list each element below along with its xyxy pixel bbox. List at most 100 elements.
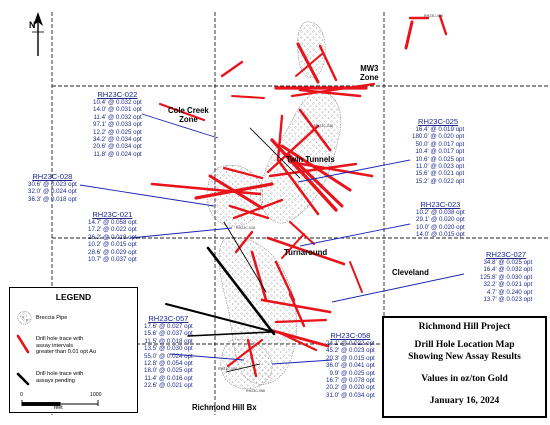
assay-interval: 17.2' @ 0.022 opt [88,226,137,234]
scale-label-unit: feet [54,405,63,411]
legend-breccia-label: Breccia Pipe [36,315,68,321]
assay-interval: 14.0' @ 0.015 opt [416,231,465,239]
assay-interval: 32.2' @ 0.021 opt [483,281,533,289]
hole-label-rh23c-036: RH23C-036 [314,124,333,128]
drill-traces-assayed [150,14,448,378]
map-subtitle-line-2: Showing New Assay Results [408,352,521,362]
callout-hole-id: RH23C-025 [418,117,459,126]
scale-label-zero: 0 [20,392,23,398]
assay-interval: 11.8' @ 0.024 opt [93,150,142,158]
assay-interval: 12.8' @ 0.054 opt [144,360,193,368]
callout-pointers [79,113,465,365]
assay-interval: 18.0' @ 0.025 opt [144,367,193,375]
assay-interval: 34.8' @ 0.025 opt [483,259,533,266]
callout-rh23c-022: RH23C-022 10.4' @ 0.032 opt 14.0' @ 0.03… [93,90,142,158]
assay-interval: 10.7' @ 0.037 opt [88,256,137,264]
assay-interval: 14.0' @ 0.031 opt [93,106,142,114]
legend-title: LEGEND [55,292,92,302]
assay-interval: 22.6' @ 0.021 opt [144,382,193,390]
hole-label-rh23c-056: RH23C-056 [246,389,265,393]
assay-interval: 9.9' @ 0.025 opt [329,369,375,377]
hole-label-rh23c-059: RH23C-059 [424,14,443,18]
assay-interval: 10.2' @ 0.015 opt [88,241,137,249]
breccia-pipe-richmond-hill [220,338,273,390]
zone-label-richmond-hill-bx: Richmond Hill Bx [192,403,257,412]
assay-interval: 20.6' @ 0.034 opt [93,143,142,151]
north-letter: N [29,20,36,30]
callout-rh23c-057: RH23C-057 17.6' @ 0.027 opt 15.6' @ 0.03… [144,314,193,390]
zone-label-cleveland: Cleveland [392,268,429,277]
north-arrow-icon [32,12,44,56]
map-subtitle-line-1: Drill Hole Location Map [414,340,515,350]
callout-rh23c-023: RH23C-023 10.2' @ 0.038 opt 29.1' @ 0.02… [416,200,465,239]
assay-interval: 15.2' @ 0.022 opt [415,177,465,185]
assay-interval: 10.4' @ 0.017 opt [415,148,465,156]
callout-rh23c-058: RH23C-058 24.1' @ 0.022 opt 45.2' @ 0.02… [326,331,375,399]
assay-interval: 24.1' @ 0.022 opt [326,340,375,347]
assay-interval: 15.6' @ 0.037 opt [144,330,193,338]
hole-label-rh23c-018: RH23C-018 [236,226,255,230]
hole-label-rh23c-054: RH23C-054 [218,367,237,371]
assay-interval: 28.6' @ 0.029 opt [88,248,137,256]
assay-interval: 180.0' @ 0.020 opt [412,133,465,141]
assay-interval: 50.0' @ 0.017 opt [415,140,465,148]
assay-interval: 36.0' @ 0.041 opt [326,362,375,370]
assay-interval: 4.7' @ 0.240 opt [486,288,533,296]
assay-interval: 15.6' @ 0.021 opt [415,170,465,178]
map-date: January 16, 2024 [429,396,500,406]
title-block: Richmond Hill Project Drill Hole Locatio… [382,316,547,418]
callout-hole-id: RH23C-028 [32,172,73,181]
callout-rh23c-028: RH23C-028 30.6' @ 0.023 opt 32.0' @ 0.02… [28,172,77,203]
callout-hole-id: RH23C-021 [92,210,133,219]
assay-interval: 31.0' @ 0.034 opt [326,391,375,399]
zone-label-mw3: MW3 Zone [360,64,379,82]
assay-interval: 10.2' @ 0.038 opt [416,209,465,216]
assay-interval: 12.2' @ 0.025 opt [93,128,142,136]
project-title: Richmond Hill Project [418,322,511,332]
assay-trace-icon [16,334,30,354]
assay-interval: 32.0' @ 0.024 opt [28,188,77,196]
pending-trace-icon [16,372,30,386]
legend: LEGEND Breccia Pipe Drill hole trac [9,287,138,413]
callout-hole-id: RH23C-058 [330,331,371,340]
assay-interval: 10.4' @ 0.032 opt [93,99,142,106]
callout-rh23c-027: RH23C-027 34.8' @ 0.025 opt 16.4' @ 0.03… [480,250,532,303]
assay-interval: 16.7' @ 0.078 opt [326,377,375,385]
zone-label-twin-tunnels: Twin Tunnels [286,155,335,164]
scale-bar [21,400,99,406]
drill-traces-pending [165,127,301,373]
assay-interval: 34.2' @ 0.034 opt [93,136,142,144]
legend-assay-trace-label: Drill hole trace with assay intervals gr… [36,336,97,356]
assay-interval: 11.0' @ 0.023 opt [415,163,465,171]
assay-interval: 13.5' @ 0.030 opt [144,345,193,353]
assay-interval: 11.4' @ 0.016 opt [144,374,193,382]
callout-hole-id: RH23C-022 [97,90,138,99]
breccia-pipe-icon [17,311,32,325]
assay-interval: 55.0' @ 0.024 opt [144,352,193,360]
assay-interval: 11.4' @ 0.032 opt [93,113,142,121]
callout-hole-id: RH23C-027 [486,250,527,259]
assay-interval: 26.2' @ 0.018 opt [88,233,137,241]
legend-pending-trace-label: Drill hole trace with assays pending [36,371,84,384]
assay-interval: 16.4' @ 0.032 opt [483,266,533,274]
assay-interval: 29.1' @ 0.020 opt [416,216,465,224]
callout-rh23c-021: RH23C-021 14.7' @ 0.058 opt 17.2' @ 0.02… [88,210,137,263]
assay-interval: 20.3' @ 0.015 opt [326,354,375,362]
zone-label-cole-creek: Cole Creek Zone [168,106,209,124]
assay-interval: 13.7' @ 0.023 opt [483,296,533,304]
callout-hole-id: RH23C-057 [148,314,189,323]
assay-interval: 10.0' @ 0.020 opt [416,223,465,231]
assay-interval: 17.6' @ 0.027 opt [144,323,193,330]
scale-label-max: 1000 [90,392,102,398]
map-units: Values in oz/ton Gold [421,374,508,384]
assay-interval: 11.5' @ 0.018 opt [144,337,193,345]
assay-interval: 125.8' @ 0.030 opt [480,273,533,281]
breccia-pipe-north [297,21,326,78]
assay-interval: 14.7' @ 0.058 opt [88,219,137,226]
callout-rh23c-025: RH23C-025 16.4' @ 0.019 opt 180.0' @ 0.0… [412,117,464,185]
callout-hole-id: RH23C-023 [420,200,461,209]
assay-interval: 36.3' @ 0.018 opt [28,195,77,203]
assay-interval: 10.6' @ 0.025 opt [415,155,465,163]
